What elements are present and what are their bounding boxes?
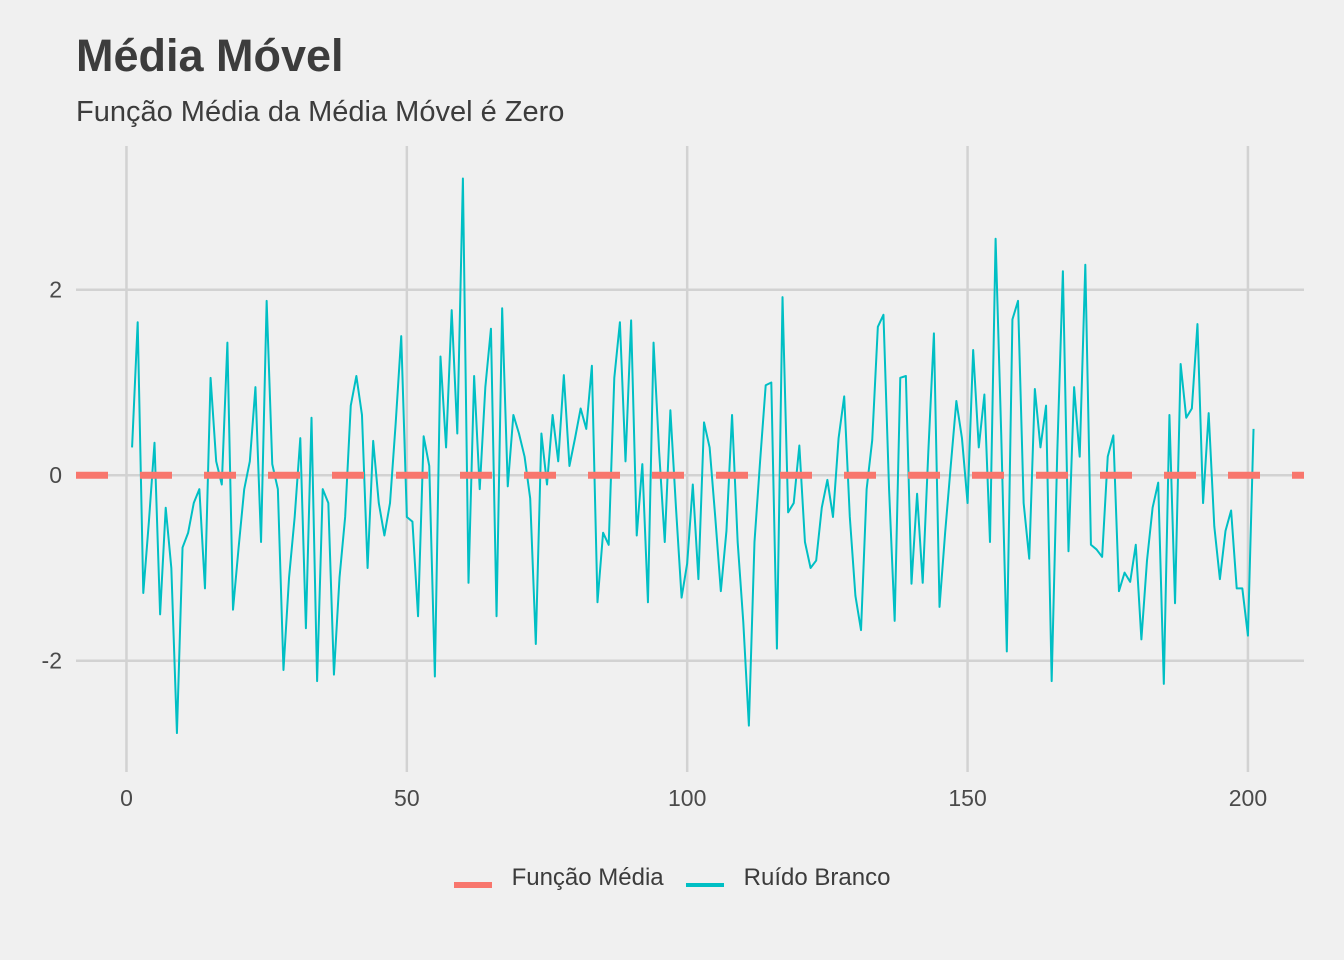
- x-tick-label: 0: [120, 785, 133, 811]
- x-tick-label: 150: [948, 785, 986, 811]
- y-tick-label: 0: [49, 462, 62, 488]
- tick-labels: 0 50 100 150 200 -2 0 2: [42, 277, 1268, 811]
- legend-item-white-noise: Ruído Branco: [685, 864, 891, 892]
- legend-item-mean: Função Média: [453, 864, 664, 892]
- series-line-white-noise: [131, 177, 1255, 735]
- chart-title: Média Móvel: [76, 30, 344, 81]
- legend-label-mean: Função Média: [511, 864, 664, 891]
- series-layer: [76, 177, 1304, 735]
- x-tick-label: 100: [668, 785, 706, 811]
- legend-key-mean: [453, 871, 492, 888]
- chart-subtitle: Função Média da Média Móvel é Zero: [76, 96, 565, 128]
- y-tick-label: 2: [49, 277, 62, 303]
- solid-line-icon: [685, 883, 724, 887]
- x-tick-label: 200: [1229, 785, 1267, 811]
- legend-key-white-noise: [685, 871, 724, 887]
- y-tick-label: -2: [42, 648, 62, 674]
- grid-lines: [76, 146, 1304, 772]
- dashed-line-icon: [453, 882, 492, 888]
- x-tick-label: 50: [394, 785, 420, 811]
- legend: Função Média Ruído Branco: [0, 864, 1344, 892]
- legend-label-white-noise: Ruído Branco: [743, 864, 891, 891]
